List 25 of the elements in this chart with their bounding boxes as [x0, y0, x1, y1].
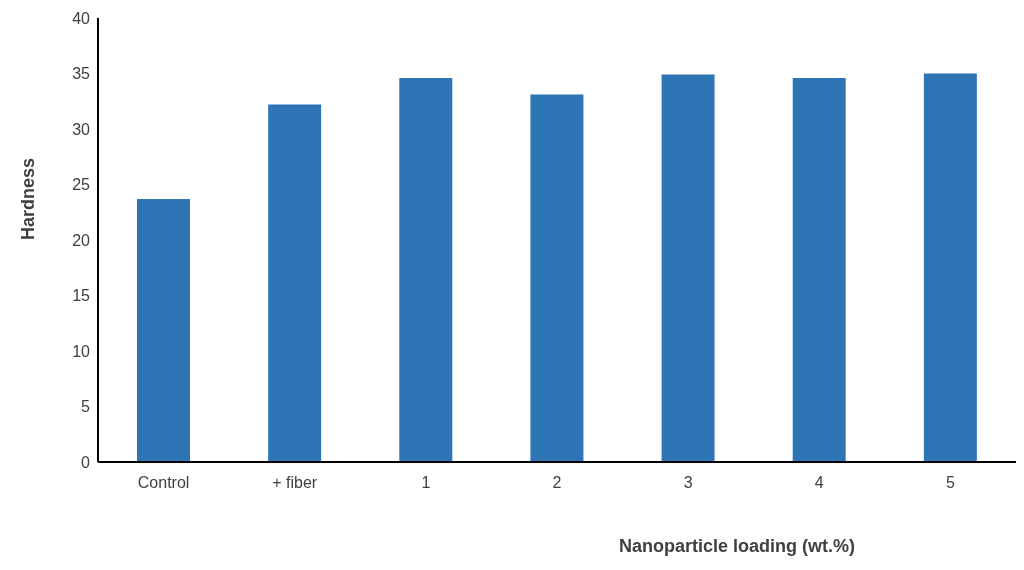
y-tick-label: 15 [72, 287, 91, 305]
y-tick-label: 40 [72, 9, 91, 27]
x-axis-title: Nanoparticle loading (wt.%) [618, 536, 856, 556]
y-tick-label: 20 [72, 231, 91, 249]
x-tick-label: 2 [552, 474, 562, 491]
x-tick-label: 5 [945, 474, 955, 491]
bar [268, 104, 322, 462]
y-tick-label: 25 [72, 176, 91, 194]
x-tick-label: 4 [814, 474, 824, 491]
bar [530, 94, 584, 462]
bar [661, 74, 715, 462]
bar [792, 77, 846, 462]
y-axis-title: Hardness [18, 157, 39, 240]
x-tick-label: + fiber [272, 474, 318, 491]
y-tick-label: 35 [72, 65, 91, 83]
y-tick-label: 5 [81, 398, 91, 416]
y-tick-label: 10 [72, 342, 91, 360]
x-tick-label: Control [137, 474, 190, 491]
bar [923, 73, 977, 462]
bar [137, 198, 190, 462]
bar [399, 77, 453, 462]
y-tick-label: 30 [72, 120, 91, 138]
x-tick-label: 3 [683, 474, 693, 491]
x-tick-label: 1 [421, 474, 431, 491]
y-tick-label: 0 [81, 453, 91, 471]
